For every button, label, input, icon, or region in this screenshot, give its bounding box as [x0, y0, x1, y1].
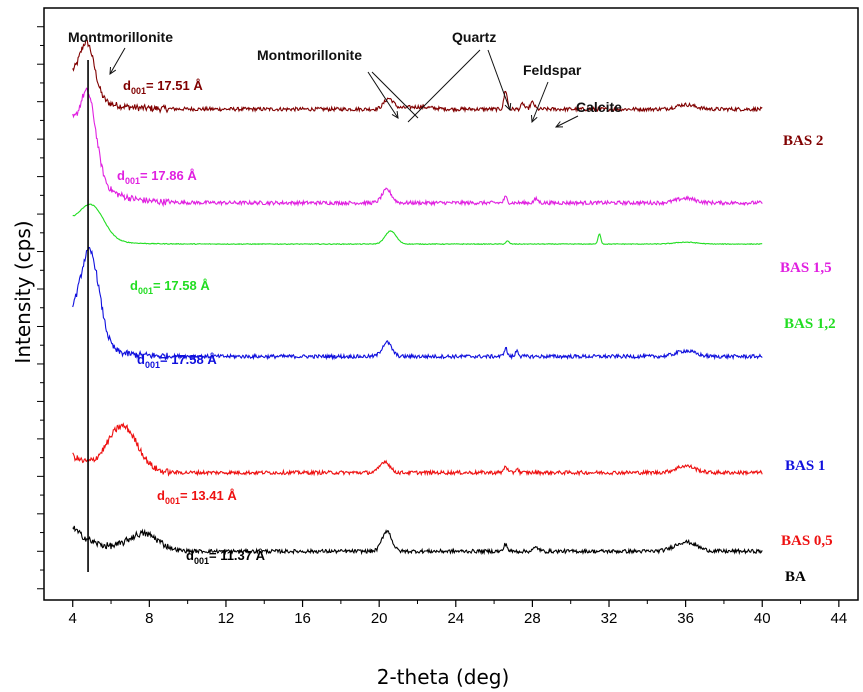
trace-bas-1 [72, 246, 763, 361]
arrow-head [554, 121, 564, 128]
d-value: = 11.37 Å [209, 548, 266, 563]
x-tick-label: 20 [371, 610, 388, 627]
d001-label: d001= 17.58 Å [130, 278, 210, 296]
x-tick-label: 40 [754, 610, 771, 627]
annotation-arrow [367, 71, 399, 119]
d-value: = 13.41 Å [180, 488, 237, 503]
d001-label: d001= 17.86 Å [117, 168, 197, 186]
trace-bas-1-5 [72, 87, 763, 208]
montmorillonite-mid-label: Montmorillonite [257, 47, 362, 63]
d-symbol: d [117, 168, 125, 183]
d-subscript: 001 [138, 286, 153, 296]
series-label: BAS 0,5 [781, 533, 833, 549]
d-value: = 17.58 Å [153, 278, 210, 293]
arrow-head [504, 102, 512, 112]
d-symbol: d [137, 352, 145, 367]
d-subscript: 001 [145, 360, 160, 370]
series-label: BAS 1 [785, 458, 825, 474]
d-subscript: 001 [194, 556, 209, 566]
x-tick-label: 4 [69, 610, 77, 627]
annotation-arrow [487, 49, 511, 111]
x-tick-label: 16 [294, 610, 311, 627]
x-tick-label: 8 [145, 610, 153, 627]
d001-label: d001= 17.51 Å [123, 78, 203, 96]
arrow-head [109, 66, 117, 75]
plot-frame: 4 8 12 16 20 24 28 32 36 40 44 [37, 7, 859, 627]
d-symbol: d [123, 78, 131, 93]
arrow-head [531, 114, 538, 124]
trace-bas-2 [72, 38, 763, 114]
x-tick-label: 12 [218, 610, 235, 627]
d001-label: d001= 13.41 Å [157, 488, 237, 506]
x-tick-label: 24 [447, 610, 464, 627]
trace-bas-1-2 [72, 203, 763, 246]
plot-border [43, 7, 859, 601]
series-label: BA [785, 569, 806, 585]
series-label: BAS 2 [783, 133, 823, 149]
d-symbol: d [130, 278, 138, 293]
annotation-arrow [371, 71, 419, 119]
d-value: = 17.86 Å [140, 168, 197, 183]
d-subscript: 001 [125, 176, 140, 186]
quartz-label: Quartz [452, 29, 496, 45]
d-subscript: 001 [131, 86, 146, 96]
x-tick-label: 32 [601, 610, 618, 627]
x-axis-title: 2-theta (deg) [377, 665, 510, 689]
series-label: BAS 1,2 [784, 316, 836, 332]
d-value: = 17.51 Å [146, 78, 203, 93]
montmorillonite-top-label: Montmorillonite [68, 29, 173, 45]
y-axis-title: Intensity (cps) [11, 220, 35, 363]
arrow-head [391, 111, 399, 119]
x-tick-label: 36 [677, 610, 694, 627]
trace-bas-0-5 [72, 422, 763, 477]
annotation-arrow [531, 81, 549, 123]
annotation-arrow [555, 115, 579, 128]
annotation-arrow [407, 49, 481, 123]
x-tick-label: 44 [831, 610, 848, 627]
series-label: BAS 1,5 [780, 260, 832, 276]
x-tick-label: 28 [524, 610, 541, 627]
calcite-label: Calcite [576, 99, 622, 115]
d-subscript: 001 [165, 496, 180, 506]
xrd-traces [72, 38, 763, 572]
d-value: = 17.58 Å [160, 352, 217, 367]
trace-ba [72, 525, 763, 556]
d001-label: d001= 11.37 Å [186, 548, 266, 566]
annotation-arrow [109, 47, 126, 75]
d-symbol: d [157, 488, 165, 503]
feldspar-label: Feldspar [523, 62, 582, 78]
d001-label: d001= 17.58 Å [137, 352, 217, 370]
d-symbol: d [186, 548, 194, 563]
